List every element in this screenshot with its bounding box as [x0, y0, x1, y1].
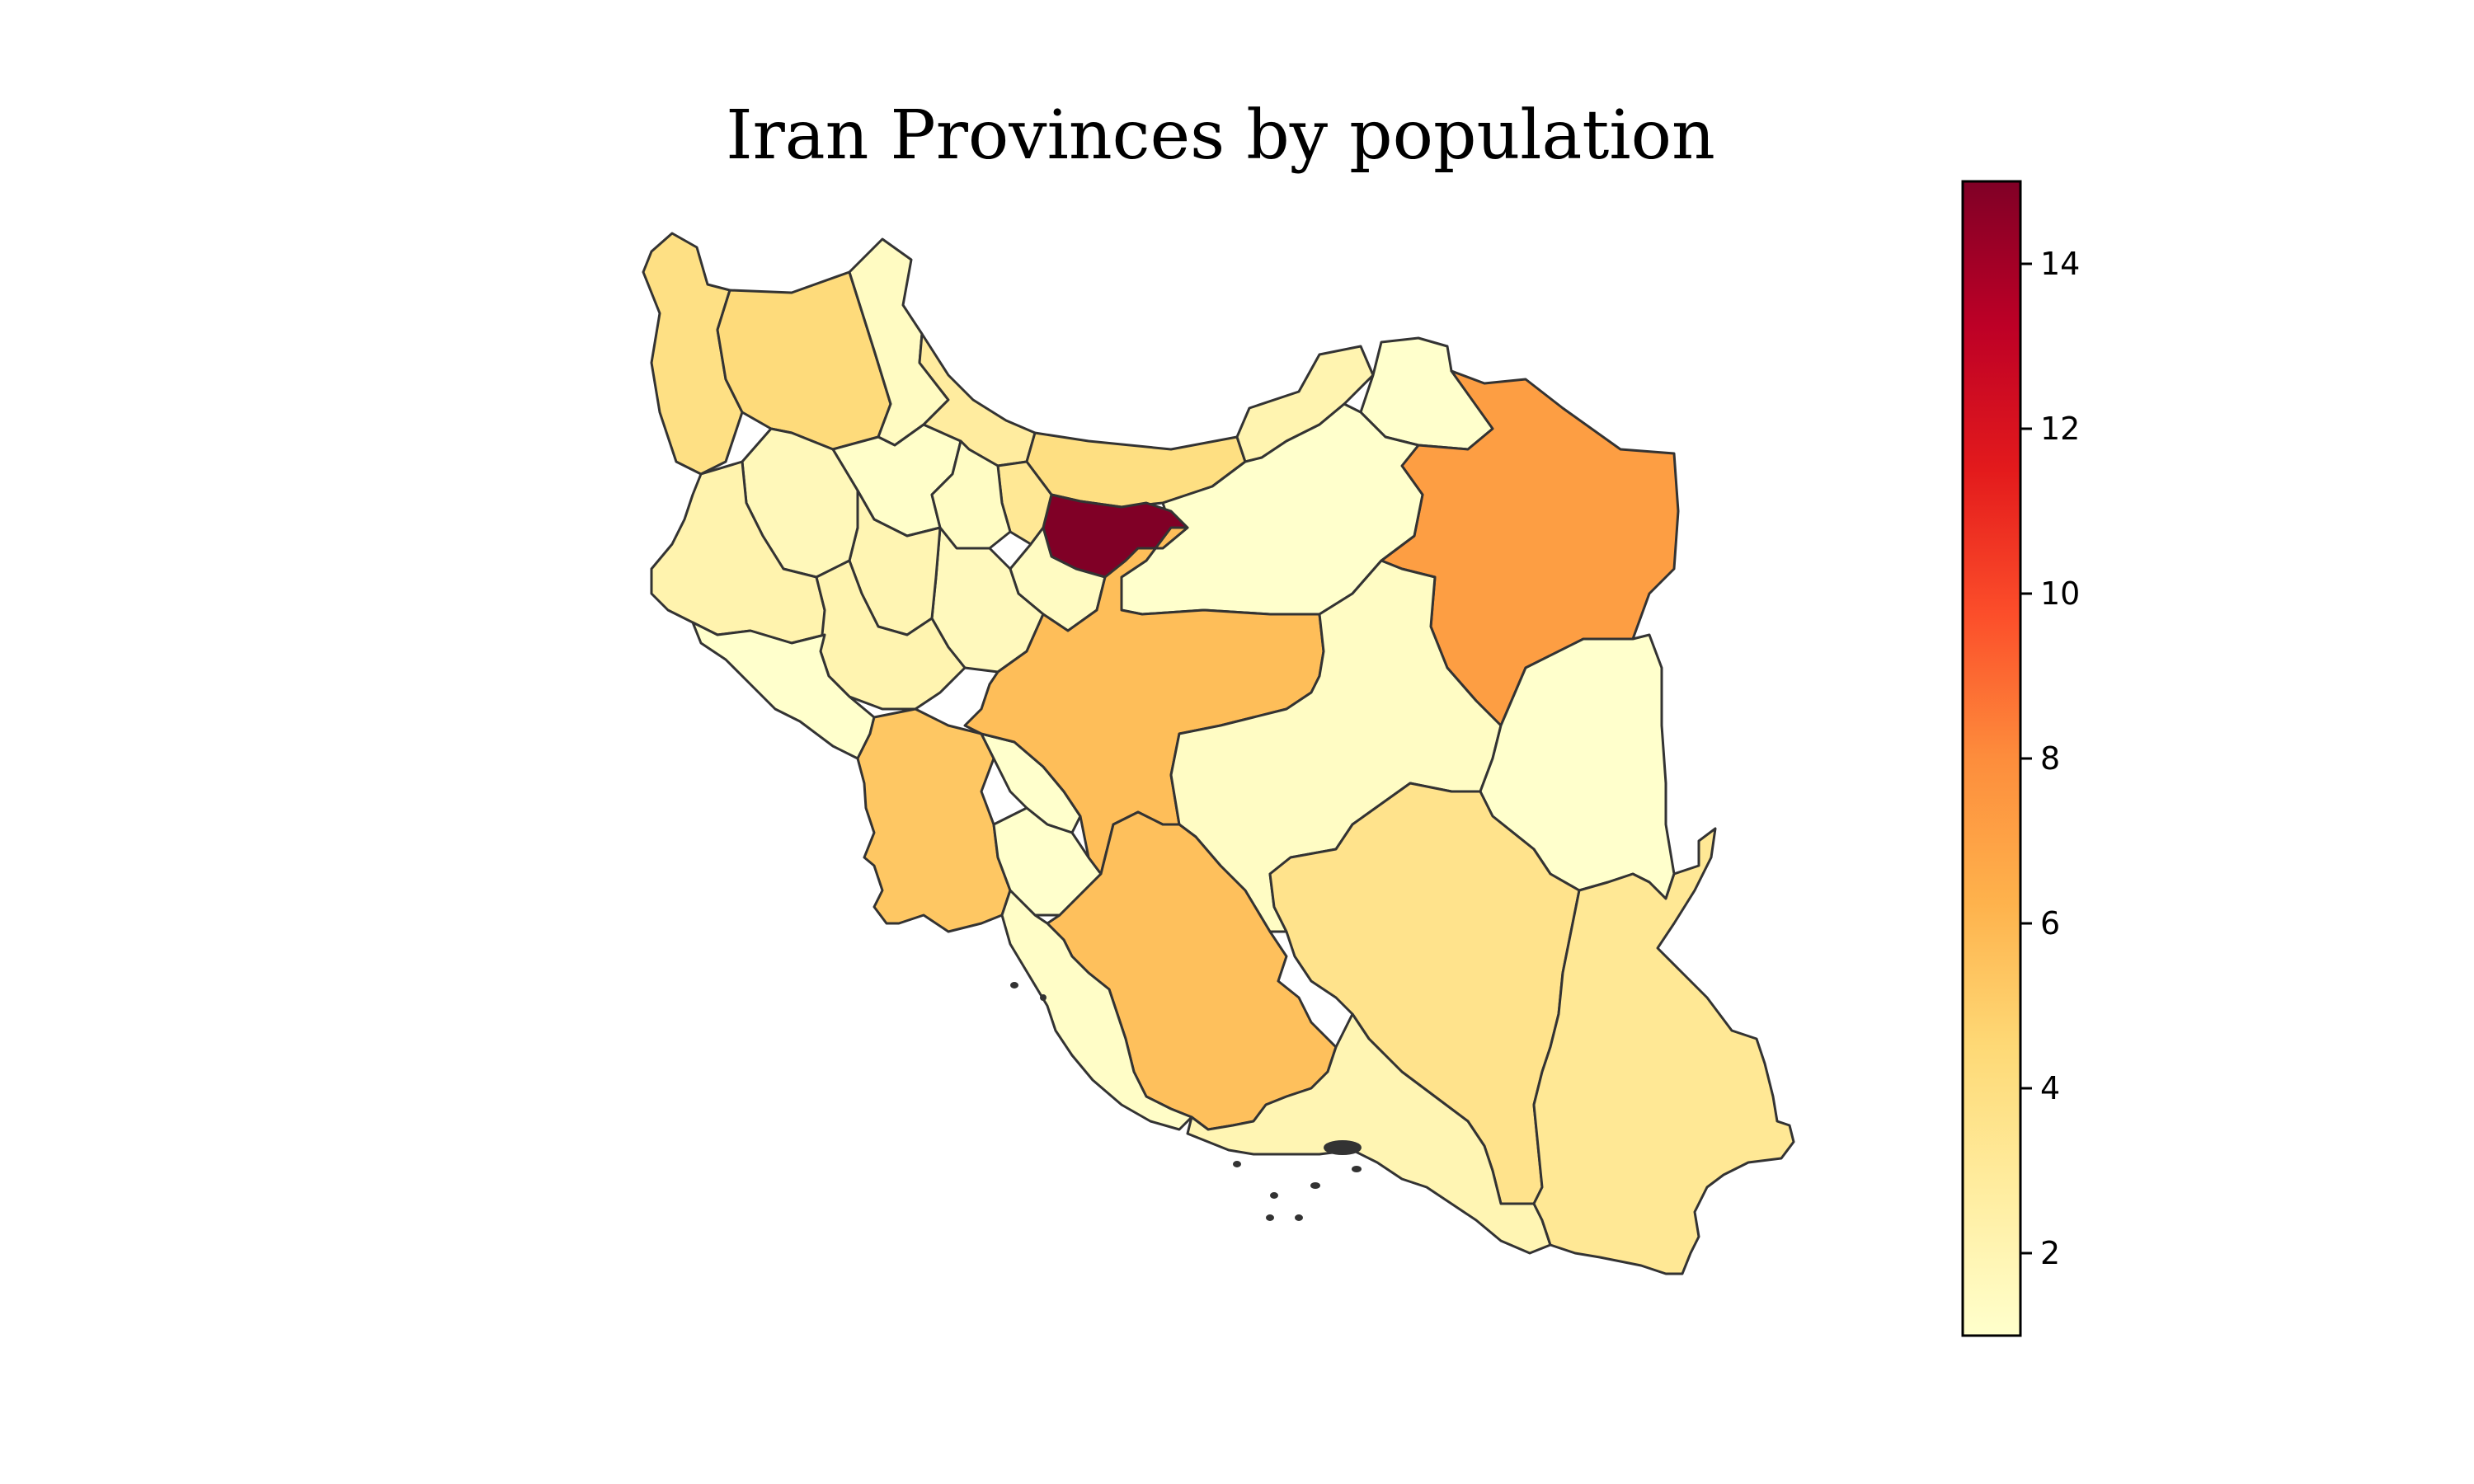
colorbar-bar	[1961, 180, 2022, 1337]
colorbar-tick-label: 12	[2040, 411, 2080, 447]
province-sistan-baluchestan	[1532, 827, 1795, 1275]
island-greater-tunb	[1233, 1161, 1241, 1167]
island-bushehr-shore	[1040, 994, 1047, 1001]
colorbar-tick-label: 2	[2040, 1235, 2060, 1271]
colorbar-ticks: 2 4 6 8 10 12 14	[2020, 246, 2080, 1271]
province-khuzestan	[856, 707, 1012, 933]
island-hormuz	[1352, 1166, 1362, 1172]
colorbar-tick-label: 6	[2040, 905, 2060, 942]
colorbar-tick-label: 14	[2040, 246, 2080, 282]
colorbar-tick-label: 8	[2040, 740, 2060, 777]
colorbar: 2 4 6 8 10 12 14	[1961, 180, 2080, 1337]
chart-title: Iran Provinces by population	[726, 96, 1715, 175]
island-larak	[1310, 1182, 1320, 1189]
colorbar-tick-label: 4	[2040, 1070, 2060, 1106]
island-abu-musa	[1270, 1192, 1278, 1199]
province-hormozgan	[1186, 1012, 1552, 1255]
province-west-azerbaijan	[642, 232, 744, 476]
island-kharg	[1010, 982, 1018, 989]
island-sirri	[1266, 1214, 1274, 1221]
iran-map	[642, 232, 1795, 1275]
island-qeshm	[1324, 1140, 1362, 1155]
colorbar-tick-label: 10	[2040, 575, 2080, 612]
island-forur	[1295, 1214, 1303, 1221]
